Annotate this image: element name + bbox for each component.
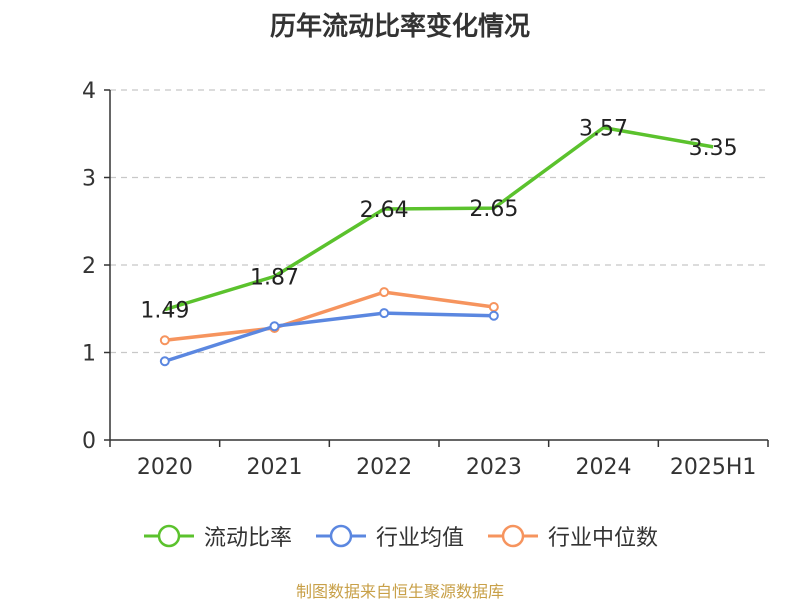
data-label: 2.64 xyxy=(360,198,409,223)
data-point xyxy=(379,308,390,319)
data-point xyxy=(159,356,170,367)
data-point xyxy=(379,287,390,298)
y-tick-label: 0 xyxy=(82,429,96,454)
data-label: 3.35 xyxy=(689,136,738,161)
data-point xyxy=(488,310,499,321)
legend-line-circle-icon xyxy=(315,524,366,548)
series-1 xyxy=(159,308,499,367)
x-tick-label: 2024 xyxy=(576,455,632,480)
x-tick-label: 2022 xyxy=(356,455,412,480)
y-tick-label: 1 xyxy=(82,342,96,367)
x-tick-label: 2021 xyxy=(247,455,303,480)
y-tick-label: 2 xyxy=(82,254,96,279)
data-label: 3.57 xyxy=(579,117,628,142)
series-line xyxy=(164,290,495,342)
data-point xyxy=(488,302,499,312)
data-label: 1.49 xyxy=(140,299,189,324)
series-0 xyxy=(164,125,714,312)
series-line xyxy=(164,311,494,363)
legend-label: 行业均值 xyxy=(375,526,464,551)
data-label: 2.65 xyxy=(469,197,518,222)
legend: 流动比率 行业均值 行业中位数 xyxy=(0,518,800,554)
x-tick-label: 2020 xyxy=(137,455,193,480)
legend-item[interactable]: 行业均值 xyxy=(314,520,464,552)
data-point xyxy=(269,321,280,332)
y-tick-label: 4 xyxy=(82,79,96,104)
source-note: 制图数据来自恒生聚源数据库 xyxy=(295,582,504,601)
data-label: 1.87 xyxy=(250,265,299,290)
chart-title: 历年流动比率变化情况 xyxy=(269,12,530,42)
x-tick-label: 2023 xyxy=(466,455,522,480)
legend-line-circle-icon xyxy=(143,524,194,548)
legend-label: 行业中位数 xyxy=(548,526,659,551)
legend-item[interactable]: 行业中位数 xyxy=(486,520,658,552)
legend-item[interactable]: 流动比率 xyxy=(142,520,292,552)
data-point xyxy=(159,335,170,346)
series-line xyxy=(164,125,714,312)
y-tick-label: 3 xyxy=(82,167,96,192)
legend-label: 流动比率 xyxy=(203,526,292,551)
x-tick-label: 2025H1 xyxy=(670,455,757,480)
legend-line-circle-icon xyxy=(488,524,538,548)
